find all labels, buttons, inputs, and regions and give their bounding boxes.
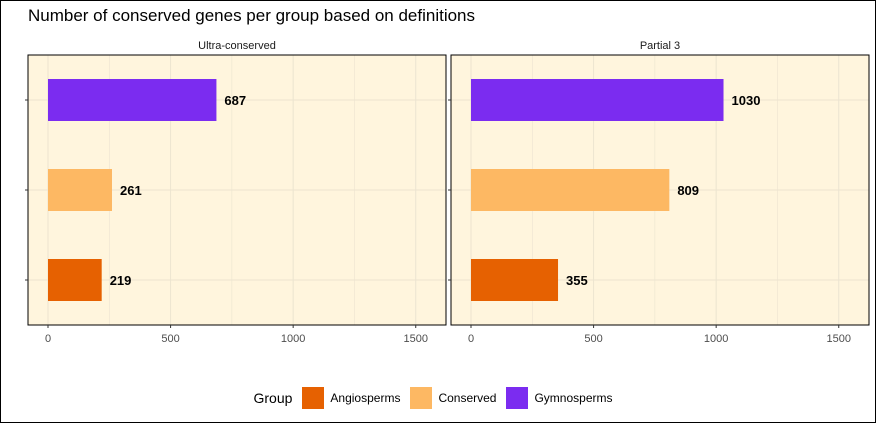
legend-item-angiosperms: Angiosperms — [302, 387, 400, 409]
legend-label-gymnosperms: Gymnosperms — [534, 391, 613, 405]
x-tick-label: 500 — [584, 333, 602, 345]
data-label-partial-3-gymnosperms: 1030 — [732, 93, 761, 108]
data-label-ultra-conserved-conserved: 261 — [120, 183, 142, 198]
x-tick-label: 0 — [468, 333, 474, 345]
legend-swatch-conserved — [410, 387, 433, 409]
legend-label-conserved: Conserved — [438, 391, 497, 405]
legend-swatch-angiosperms — [302, 387, 325, 409]
bar-ultra-conserved-angiosperms — [48, 259, 102, 301]
x-tick-label: 0 — [45, 333, 51, 345]
legend-swatch-gymnosperms — [506, 387, 529, 409]
panel-strip-partial-3: Partial 3 — [640, 40, 680, 52]
bar-ultra-conserved-conserved — [48, 169, 112, 211]
data-label-ultra-conserved-gymnosperms: 687 — [224, 93, 246, 108]
bar-partial-3-angiosperms — [471, 259, 559, 301]
x-tick-label: 1500 — [403, 333, 427, 345]
data-label-partial-3-angiosperms: 355 — [566, 273, 588, 288]
chart-title: Number of conserved genes per group base… — [28, 6, 476, 25]
x-tick-label: 500 — [161, 333, 179, 345]
legend-label-angiosperms: Angiosperms — [330, 391, 401, 405]
legend-item-gymnosperms: Gymnosperms — [506, 387, 613, 409]
bar-partial-3-conserved — [471, 169, 670, 211]
panel-strip-ultra-conserved: Ultra-conserved — [198, 40, 276, 52]
data-label-ultra-conserved-angiosperms: 219 — [110, 273, 132, 288]
data-label-partial-3-conserved: 809 — [677, 183, 699, 198]
x-tick-label: 1500 — [826, 333, 850, 345]
legend-title: Group — [253, 390, 293, 406]
chart-canvas: Ultra-conserved 219 261 687 0 500 1000 1500 Part… — [25, 40, 870, 345]
bar-partial-3-gymnosperms — [471, 79, 724, 121]
legend-item-conserved: Conserved — [410, 387, 496, 409]
x-tick-label: 1000 — [704, 333, 728, 345]
x-tick-label: 1000 — [281, 333, 305, 345]
legend: Group Angiosperms Conserved Gymnosperms — [0, 384, 876, 412]
bar-ultra-conserved-gymnosperms — [48, 79, 217, 121]
